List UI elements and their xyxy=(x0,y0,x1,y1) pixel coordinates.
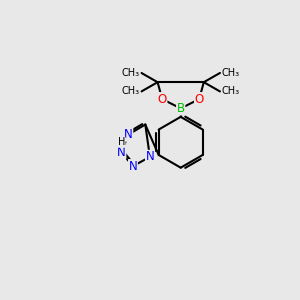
Text: H: H xyxy=(118,137,125,147)
Text: CH₃: CH₃ xyxy=(122,68,140,78)
Text: N: N xyxy=(117,146,126,159)
Text: B: B xyxy=(177,102,185,115)
Text: CH₃: CH₃ xyxy=(122,86,140,96)
Text: O: O xyxy=(158,93,167,106)
Text: N: N xyxy=(146,150,154,164)
Text: CH₃: CH₃ xyxy=(221,86,240,96)
Text: N: N xyxy=(129,160,137,172)
Text: CH₃: CH₃ xyxy=(221,68,240,78)
Text: N: N xyxy=(124,128,133,141)
Text: O: O xyxy=(195,93,204,106)
